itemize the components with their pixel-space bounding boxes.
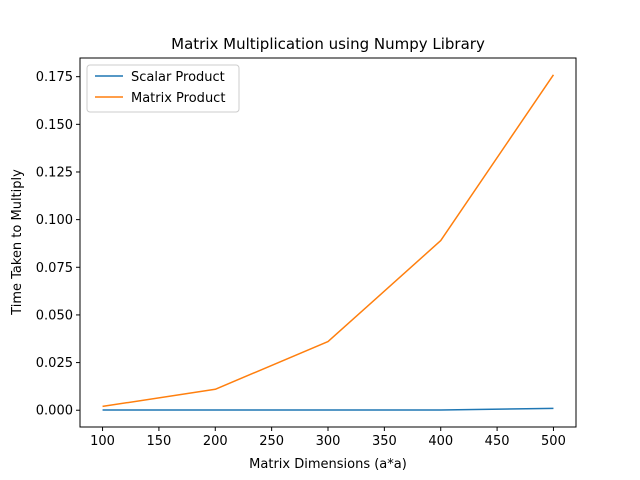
legend-label-matrix-product: Matrix Product	[131, 91, 225, 106]
series-line-scalar-product	[102, 407, 554, 411]
x-tick-label: 400	[428, 434, 453, 449]
legend: Scalar Product Matrix Product	[86, 64, 240, 113]
x-tick-label: 300	[316, 434, 341, 449]
x-axis-label: Matrix Dimensions (a*a)	[249, 457, 407, 472]
y-tick-label: 0.075	[36, 261, 73, 276]
y-axis-label: Time Taken to Multiply	[10, 169, 25, 316]
y-axis: 0.000 0.025 0.050 0.075 0.100 0.125 0.150 0.175	[36, 70, 80, 419]
x-axis: 100 150 200 250 300 350 400 450 500	[90, 427, 566, 449]
x-tick-label: 250	[259, 434, 284, 449]
legend-label-scalar-product: Scalar Product	[131, 70, 225, 85]
x-tick-label: 500	[541, 434, 566, 449]
plot-lines	[102, 74, 555, 411]
y-tick-label: 0.150	[36, 118, 73, 133]
y-tick-label: 0.100	[36, 213, 73, 228]
x-tick-label: 150	[146, 434, 171, 449]
y-tick-label: 0.050	[36, 308, 73, 323]
x-tick-label: 200	[203, 434, 228, 449]
y-tick-label: 0.000	[36, 404, 73, 419]
x-tick-label: 350	[372, 434, 397, 449]
x-tick-label: 450	[485, 434, 510, 449]
series-line-matrix-product	[102, 74, 555, 408]
y-tick-label: 0.025	[36, 356, 73, 371]
y-tick-label: 0.175	[36, 70, 73, 85]
legend-box	[86, 64, 240, 113]
x-tick-label: 100	[90, 434, 115, 449]
chart-title: Matrix Multiplication using Numpy Librar…	[171, 35, 485, 53]
y-tick-label: 0.125	[36, 165, 73, 180]
